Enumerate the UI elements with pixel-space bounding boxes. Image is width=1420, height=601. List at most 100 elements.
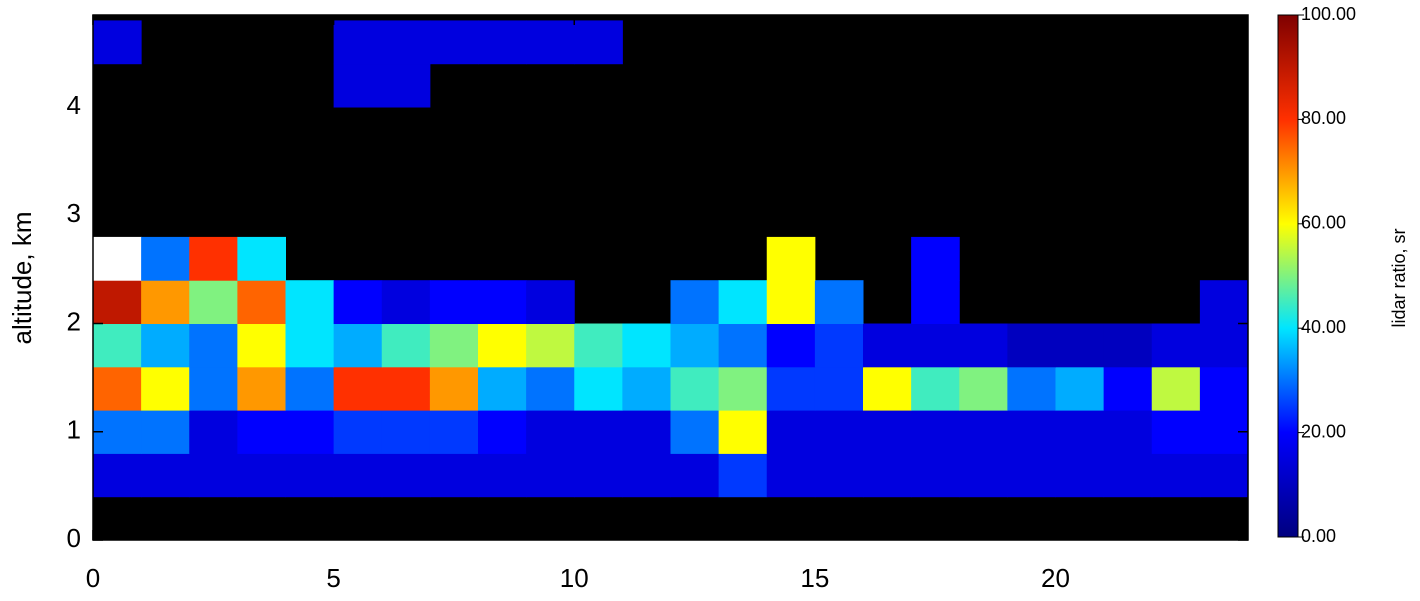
heatmap-cell [526,453,575,498]
heatmap-cell [1199,280,1249,325]
heatmap-cell [911,323,960,368]
heatmap-cell [381,280,431,325]
heatmap-cell [237,453,286,498]
y-tick-label: 4 [67,90,81,120]
x-tick-label: 20 [1041,563,1070,593]
y-tick-label: 1 [67,415,81,445]
colorbar-tick-label: 40.00 [1301,317,1346,337]
heatmap-cell [911,236,960,281]
heatmap-cell [911,453,960,498]
heatmap-cell [670,410,720,454]
heatmap-cell [959,410,1008,454]
colorbar-tick-label: 80.00 [1301,108,1346,128]
plot-frame [92,14,1249,541]
heatmap-cell [93,20,142,65]
heatmap-cell [285,366,335,411]
heatmap-cell [863,323,912,368]
heatmap-cell [1007,323,1056,368]
heatmap-cell [429,280,479,325]
heatmap-cell [1199,453,1249,498]
heatmap-cell [285,280,335,325]
heatmap-cell [814,323,864,368]
heatmap-cell [478,323,527,368]
heatmap-cell [93,236,142,281]
heatmap-cell [381,20,431,65]
heatmap-cell [863,453,912,498]
heatmap-cell [333,20,383,65]
heatmap-cell [766,323,816,368]
heatmap-cell [285,453,335,498]
heatmap-cell [1103,366,1153,411]
heatmap-cell [718,280,768,325]
heatmap-cell [189,323,238,368]
heatmap-cell [911,410,960,454]
heatmap-cell [1103,323,1153,368]
heatmap-cell [189,236,238,281]
heatmap-cell [237,236,286,281]
heatmap-cell [1007,366,1056,411]
heatmap-cell [478,410,527,454]
heatmap-cell [285,410,335,454]
y-axis-label: altitude, km [7,212,37,345]
heatmap-cell [574,20,623,65]
x-tick-label: 0 [86,563,100,593]
colorbar [1277,14,1299,538]
heatmap-cell [333,453,383,498]
colorbar-tick-label: 100.00 [1301,4,1356,24]
heatmap-cell [189,410,238,454]
heatmap-cell [1055,366,1105,411]
x-tick-label: 15 [800,563,829,593]
heatmap-cell [766,280,816,325]
heatmap-cell [1055,323,1105,368]
heatmap-cell [478,20,527,65]
heatmap-cell [526,280,575,325]
heatmap-cell [333,366,383,411]
heatmap-cell [622,453,671,498]
heatmap-cell [189,366,238,411]
heatmap-cell [670,453,720,498]
heatmap-cell [141,323,190,368]
heatmap-cell [1055,453,1105,498]
heatmap-cell [189,280,238,325]
heatmap-cell [959,453,1008,498]
heatmap-cell [526,366,575,411]
heatmap-cell [93,453,142,498]
heatmap-cell [766,410,816,454]
heatmap-cell [766,236,816,281]
colorbar-tick-label: 0.00 [1301,526,1336,546]
heatmap-cell [429,410,479,454]
heatmap-cell [333,280,383,325]
heatmap-cell [863,410,912,454]
heatmap-cell [141,280,190,325]
heatmap-cell [526,20,575,65]
heatmap-cell [1199,323,1249,368]
heatmap-cell [814,410,864,454]
y-tick-label: 0 [67,523,81,553]
heatmap-cell [1151,366,1201,411]
heatmap-cell [911,280,960,325]
heatmap-cell [814,453,864,498]
heatmap-cell [93,366,142,411]
heatmap-cell [863,366,912,411]
colorbar-tick-label: 60.00 [1301,213,1346,233]
heatmap-cell [718,366,768,411]
heatmap-cell [718,410,768,454]
heatmap-cell [1151,410,1201,454]
y-tick-label: 3 [67,198,81,228]
heatmap-cell [670,366,720,411]
heatmap-cell [141,410,190,454]
colorbar-label: lidar ratio, sr [1389,228,1409,327]
heatmap-cell [959,323,1008,368]
heatmap-cell [766,366,816,411]
heatmap-cell [93,280,142,325]
y-tick-label: 2 [67,306,81,336]
heatmap-cell [478,453,527,498]
heatmap-cell [574,323,623,368]
heatmap-cell [959,366,1008,411]
heatmap-cell [526,410,575,454]
heatmap-cell [622,410,671,454]
heatmap-cell [141,236,190,281]
x-tick-label: 10 [560,563,589,593]
heatmap-cell [429,366,479,411]
heatmap-cell [93,323,142,368]
